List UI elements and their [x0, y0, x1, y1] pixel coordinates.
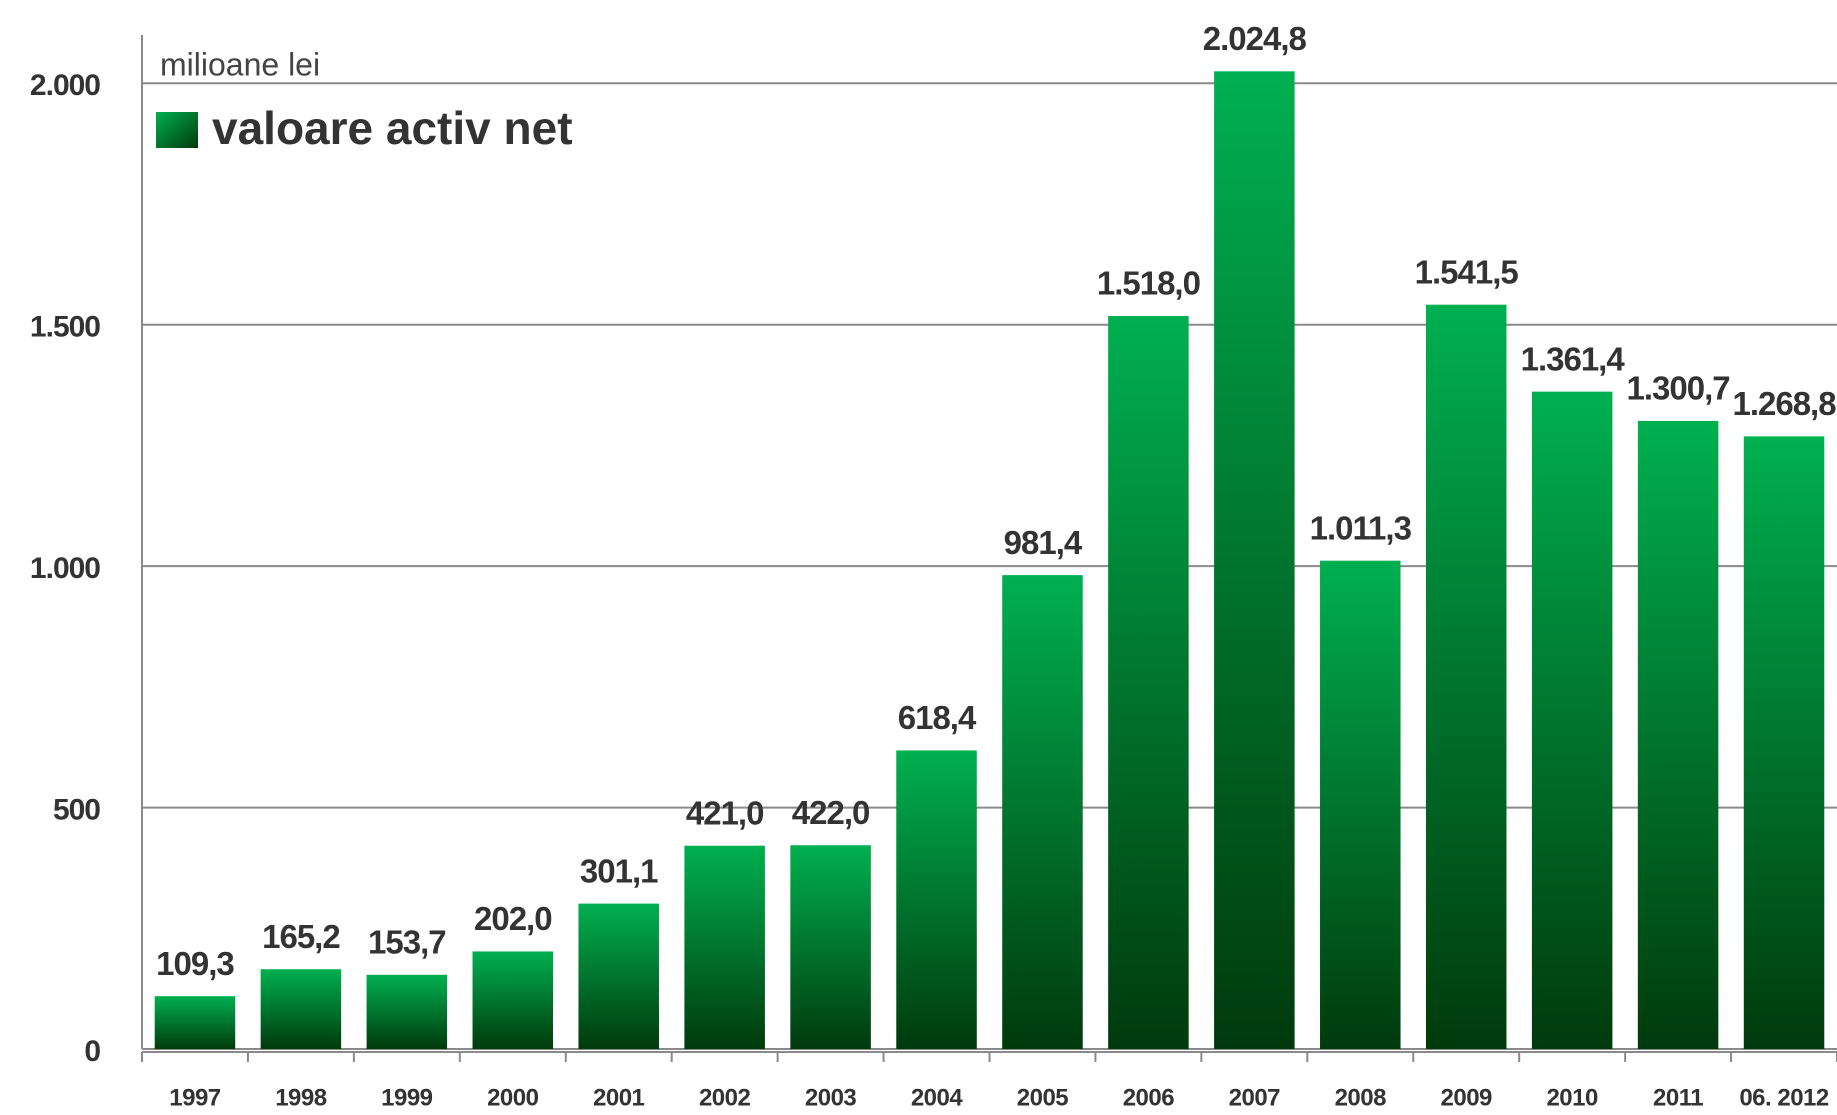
x-tick-label: 2006	[1123, 1084, 1175, 1111]
value-label: 1.268,8	[1732, 385, 1836, 422]
bar	[1002, 575, 1083, 1049]
bar	[1214, 71, 1295, 1050]
value-label: 981,4	[1004, 524, 1083, 561]
value-label: 2.024,8	[1203, 20, 1307, 57]
bar	[1637, 420, 1719, 1049]
bar	[1425, 304, 1507, 1049]
x-tick-label: 2011	[1653, 1084, 1703, 1111]
y-tick-label: 1.000	[30, 552, 100, 585]
x-tick-label: 2008	[1335, 1084, 1387, 1111]
x-tick-label: 2010	[1546, 1084, 1598, 1111]
legend-swatch	[156, 112, 198, 148]
bar	[154, 996, 236, 1049]
value-label: 165,2	[262, 918, 340, 955]
value-label: 301,1	[580, 852, 658, 889]
x-tick-label: 1998	[275, 1084, 327, 1111]
x-tick-label: 06. 2012	[1739, 1084, 1829, 1111]
value-label: 422,0	[792, 794, 870, 831]
x-tick-label: 2005	[1017, 1084, 1069, 1111]
value-label: 109,3	[156, 945, 234, 982]
value-label: 1.011,3	[1310, 509, 1412, 546]
bar	[472, 951, 554, 1049]
value-label: 421,0	[686, 794, 764, 831]
bar	[896, 750, 977, 1049]
x-tick-label: 2003	[805, 1084, 857, 1111]
legend-label: valoare activ net	[212, 102, 573, 154]
bar	[790, 845, 871, 1049]
bar	[578, 903, 659, 1049]
x-tick-label: 2002	[699, 1084, 751, 1111]
value-label: 202,0	[474, 900, 552, 937]
bar	[1743, 436, 1825, 1050]
value-label: 1.541,5	[1415, 253, 1519, 290]
x-tick-label: 1997	[169, 1084, 221, 1111]
value-label: 618,4	[898, 699, 977, 736]
x-tick-label: 2009	[1441, 1084, 1493, 1111]
value-label: 1.361,4	[1521, 340, 1626, 377]
y-tick-label: 2.000	[30, 69, 100, 102]
x-tick-label: 2007	[1229, 1084, 1281, 1111]
bar	[1531, 391, 1613, 1049]
x-tick-label: 1999	[381, 1084, 433, 1111]
x-tick-label: 2000	[487, 1084, 539, 1111]
x-tick-label: 2004	[911, 1084, 964, 1111]
bar	[684, 845, 765, 1049]
y-tick-label: 0	[84, 1035, 100, 1068]
value-label: 1.518,0	[1097, 265, 1200, 302]
value-label: 1.300,7	[1627, 370, 1730, 407]
bar	[260, 969, 342, 1049]
bar	[1108, 316, 1189, 1050]
x-tick-label: 2001	[593, 1084, 645, 1111]
bar	[366, 974, 448, 1049]
y-tick-label: 500	[53, 793, 100, 826]
bar	[1320, 560, 1401, 1049]
unit-label: milioane lei	[160, 46, 320, 82]
value-label: 153,7	[368, 924, 446, 961]
y-tick-label: 1.500	[30, 311, 100, 344]
